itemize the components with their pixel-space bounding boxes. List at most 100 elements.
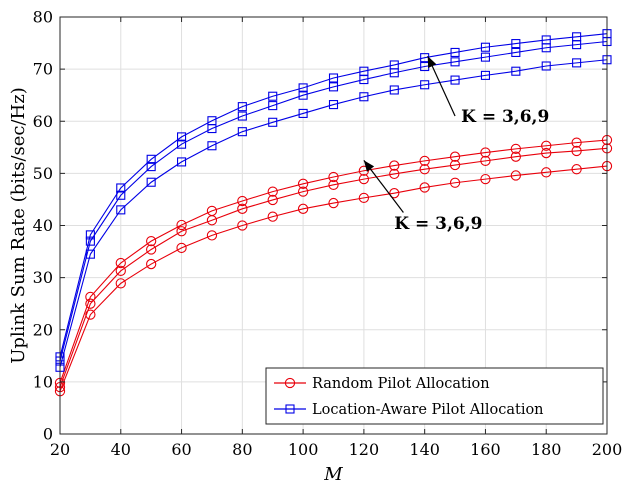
data-point-circle [284, 377, 296, 389]
legend-label-location-aware: Location-Aware Pilot Allocation [312, 402, 544, 418]
data-point-square [237, 111, 247, 121]
data-point-square [541, 43, 551, 53]
data-point-square [480, 42, 490, 52]
tick-labels: 20 40 60 80 100 120 140 160 180 200 0 10 20 30 40 50 60 7… [33, 8, 622, 460]
data-point-circle [206, 215, 218, 226]
y-tick-label: 0 [43, 425, 53, 444]
data-point-square [268, 91, 278, 101]
data-point-square [450, 57, 460, 67]
data-point-square [389, 85, 399, 95]
x-tick-label: 60 [171, 440, 191, 459]
data-point-square [511, 39, 521, 49]
data-point-circle [541, 167, 552, 178]
data-point-square [177, 139, 187, 149]
data-point-circle [328, 197, 339, 209]
data-point-circle [571, 164, 582, 175]
annotations: K = 3,6,9 K = 3,6,9 [363, 55, 549, 234]
data-point-circle [480, 173, 491, 185]
y-tick-label: 20 [33, 320, 53, 339]
data-point-circle [389, 168, 400, 180]
series-line [59, 139, 608, 384]
x-tick-label: 100 [288, 440, 319, 459]
y-tick-label: 10 [33, 372, 53, 391]
data-point-circle [267, 211, 278, 222]
data-point-circle [115, 265, 126, 276]
data-point-circle [419, 182, 430, 193]
data-point-square [237, 102, 247, 112]
data-point-square [268, 117, 278, 127]
y-tick-label: 50 [33, 164, 53, 183]
series-1-line-1 [55, 36, 612, 366]
data-point-square [450, 75, 460, 85]
x-tick-label: 180 [531, 440, 562, 459]
data-point-circle [541, 147, 552, 159]
data-point-circle [267, 194, 278, 206]
series-line [59, 33, 608, 357]
data-point-square [480, 70, 490, 80]
series-1-line-2 [55, 55, 612, 372]
legend: Random Pilot Allocation Location-Aware P… [265, 367, 604, 425]
legend-marker-square [285, 404, 295, 414]
series-line [59, 147, 608, 388]
data-point-square [116, 190, 126, 200]
data-point-circle [389, 188, 400, 199]
data-point-circle [85, 309, 96, 320]
y-tick-label: 60 [33, 112, 53, 131]
data-point-square [116, 183, 126, 193]
data-point-circle [449, 151, 461, 162]
series-line [59, 165, 608, 392]
data-point-square [146, 154, 156, 164]
data-point-square [298, 83, 308, 93]
data-point-circle [328, 179, 339, 190]
annotation-label: K = 3,6,9 [461, 107, 549, 127]
data-point-circle [237, 195, 248, 207]
data-point-square [511, 47, 521, 57]
data-point-circle [480, 155, 491, 167]
data-point-circle [115, 257, 126, 269]
data-point-circle [571, 145, 582, 157]
legend-item-random: Random Pilot Allocation [274, 376, 490, 392]
data-point-circle [541, 140, 552, 151]
series-line [59, 59, 608, 368]
data-point-square [177, 157, 187, 167]
data-point-circle [297, 178, 309, 189]
data-point-square [480, 52, 490, 62]
x-tick-label: 40 [111, 440, 131, 459]
data-point-square [359, 75, 369, 85]
data-point-circle [146, 258, 157, 270]
data-point-square [572, 40, 582, 50]
data-point-square [328, 82, 339, 92]
series-line [59, 40, 608, 362]
y-tick-label: 30 [33, 268, 53, 287]
data-point-square [541, 61, 551, 71]
data-point-circle [571, 137, 582, 148]
data-point-square [116, 205, 126, 215]
data-point-square [389, 68, 399, 78]
x-tick-label: 80 [232, 440, 252, 459]
data-point-circle [358, 173, 370, 185]
data-point-circle [115, 278, 126, 289]
data-point-circle [146, 235, 157, 247]
data-point-circle [297, 203, 309, 214]
data-point-circle [328, 171, 339, 183]
data-point-square [177, 132, 187, 142]
data-point-square [207, 141, 217, 151]
annotation-arrow-head [427, 56, 437, 68]
annotation-label: K = 3,6,9 [394, 214, 482, 234]
x-tick-label: 160 [470, 440, 501, 459]
data-point-circle [176, 226, 187, 237]
data-point-circle [237, 220, 248, 231]
data-point-circle [206, 230, 218, 241]
data-point-circle [297, 186, 309, 197]
x-tick-label: 20 [50, 440, 70, 459]
data-point-circle [419, 164, 430, 175]
data-point-square [237, 127, 247, 137]
data-point-square [511, 66, 521, 76]
legend-label-random: Random Pilot Allocation [312, 376, 490, 392]
data-point-circle [510, 143, 521, 155]
y-tick-label: 70 [33, 60, 53, 79]
data-point-circle [237, 203, 248, 214]
annotation-arrow-head [363, 160, 375, 172]
data-point-circle [85, 298, 96, 309]
